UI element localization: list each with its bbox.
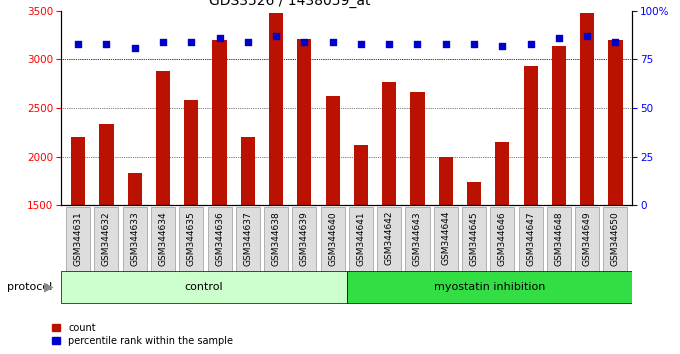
Text: GSM344638: GSM344638 (271, 211, 281, 266)
Point (581, 33, 592, 39)
Text: GSM344643: GSM344643 (413, 211, 422, 266)
Point (299, 39, 310, 45)
FancyBboxPatch shape (603, 207, 628, 275)
Point (101, 41, 112, 46)
Bar (495, 142, 509, 351)
Bar (297, 39, 311, 351)
Text: GSM344637: GSM344637 (243, 211, 252, 266)
Legend: count, percentile rank within the sample: count, percentile rank within the sample (52, 323, 233, 346)
Text: GSM344642: GSM344642 (385, 211, 394, 266)
Point (384, 41, 394, 46)
Point (525, 41, 536, 46)
Point (469, 41, 479, 46)
FancyBboxPatch shape (321, 207, 345, 275)
Bar (212, 40, 226, 351)
FancyBboxPatch shape (236, 207, 260, 275)
Text: GSM344650: GSM344650 (611, 211, 620, 266)
FancyBboxPatch shape (405, 207, 430, 275)
Text: myostatin inhibition: myostatin inhibition (434, 282, 545, 292)
Text: GSM344636: GSM344636 (215, 211, 224, 266)
FancyBboxPatch shape (349, 207, 373, 275)
Bar (551, 46, 566, 351)
Text: GSM344639: GSM344639 (300, 211, 309, 266)
Bar (61, 271, 347, 303)
Point (129, 45, 140, 50)
Bar (71, 137, 85, 351)
Bar (241, 137, 255, 351)
Point (412, 41, 423, 46)
FancyBboxPatch shape (264, 207, 288, 275)
Point (214, 35, 225, 41)
Bar (128, 173, 142, 351)
FancyBboxPatch shape (66, 207, 90, 275)
FancyBboxPatch shape (547, 207, 571, 275)
Text: GSM344645: GSM344645 (470, 211, 479, 266)
FancyBboxPatch shape (180, 207, 203, 275)
Text: GSM344648: GSM344648 (554, 211, 563, 266)
Text: GSM344634: GSM344634 (158, 211, 167, 266)
Text: protocol: protocol (7, 282, 52, 292)
Bar (347, 271, 632, 303)
Point (327, 39, 338, 45)
FancyBboxPatch shape (151, 207, 175, 275)
Text: GSM344633: GSM344633 (131, 211, 139, 266)
Point (186, 39, 197, 45)
Bar (99, 124, 114, 351)
FancyBboxPatch shape (207, 207, 232, 275)
Bar (467, 182, 481, 351)
Bar (609, 40, 622, 351)
Point (610, 39, 621, 45)
FancyBboxPatch shape (462, 207, 486, 275)
Point (497, 43, 508, 48)
FancyBboxPatch shape (519, 207, 543, 275)
FancyBboxPatch shape (122, 207, 147, 275)
FancyBboxPatch shape (95, 207, 118, 275)
Point (554, 35, 564, 41)
Point (73, 41, 84, 46)
FancyBboxPatch shape (490, 207, 514, 275)
Bar (524, 66, 538, 351)
Text: GSM344644: GSM344644 (441, 211, 450, 266)
Text: control: control (185, 282, 223, 292)
Bar (382, 82, 396, 351)
Text: GSM344632: GSM344632 (102, 211, 111, 266)
Bar (326, 96, 340, 351)
Text: GSM344631: GSM344631 (73, 211, 83, 266)
Bar (580, 12, 594, 351)
Text: GSM344640: GSM344640 (328, 211, 337, 266)
Text: GSM344646: GSM344646 (498, 211, 507, 266)
Bar (184, 100, 199, 351)
Bar (354, 145, 368, 351)
FancyBboxPatch shape (377, 207, 401, 275)
Bar (156, 71, 170, 351)
Text: GSM344635: GSM344635 (187, 211, 196, 266)
Text: ▶: ▶ (44, 280, 54, 293)
Point (271, 33, 282, 39)
Text: GSM344641: GSM344641 (356, 211, 365, 266)
Bar (411, 92, 424, 351)
FancyBboxPatch shape (292, 207, 316, 275)
Point (356, 41, 367, 46)
Text: GSM344647: GSM344647 (526, 211, 535, 266)
Title: GDS3526 / 1438059_at: GDS3526 / 1438059_at (209, 0, 371, 8)
Bar (269, 12, 283, 351)
Point (242, 39, 253, 45)
FancyBboxPatch shape (575, 207, 599, 275)
Point (441, 41, 452, 46)
FancyBboxPatch shape (434, 207, 458, 275)
Text: GSM344649: GSM344649 (583, 211, 592, 266)
Bar (439, 156, 453, 351)
Point (158, 39, 169, 45)
